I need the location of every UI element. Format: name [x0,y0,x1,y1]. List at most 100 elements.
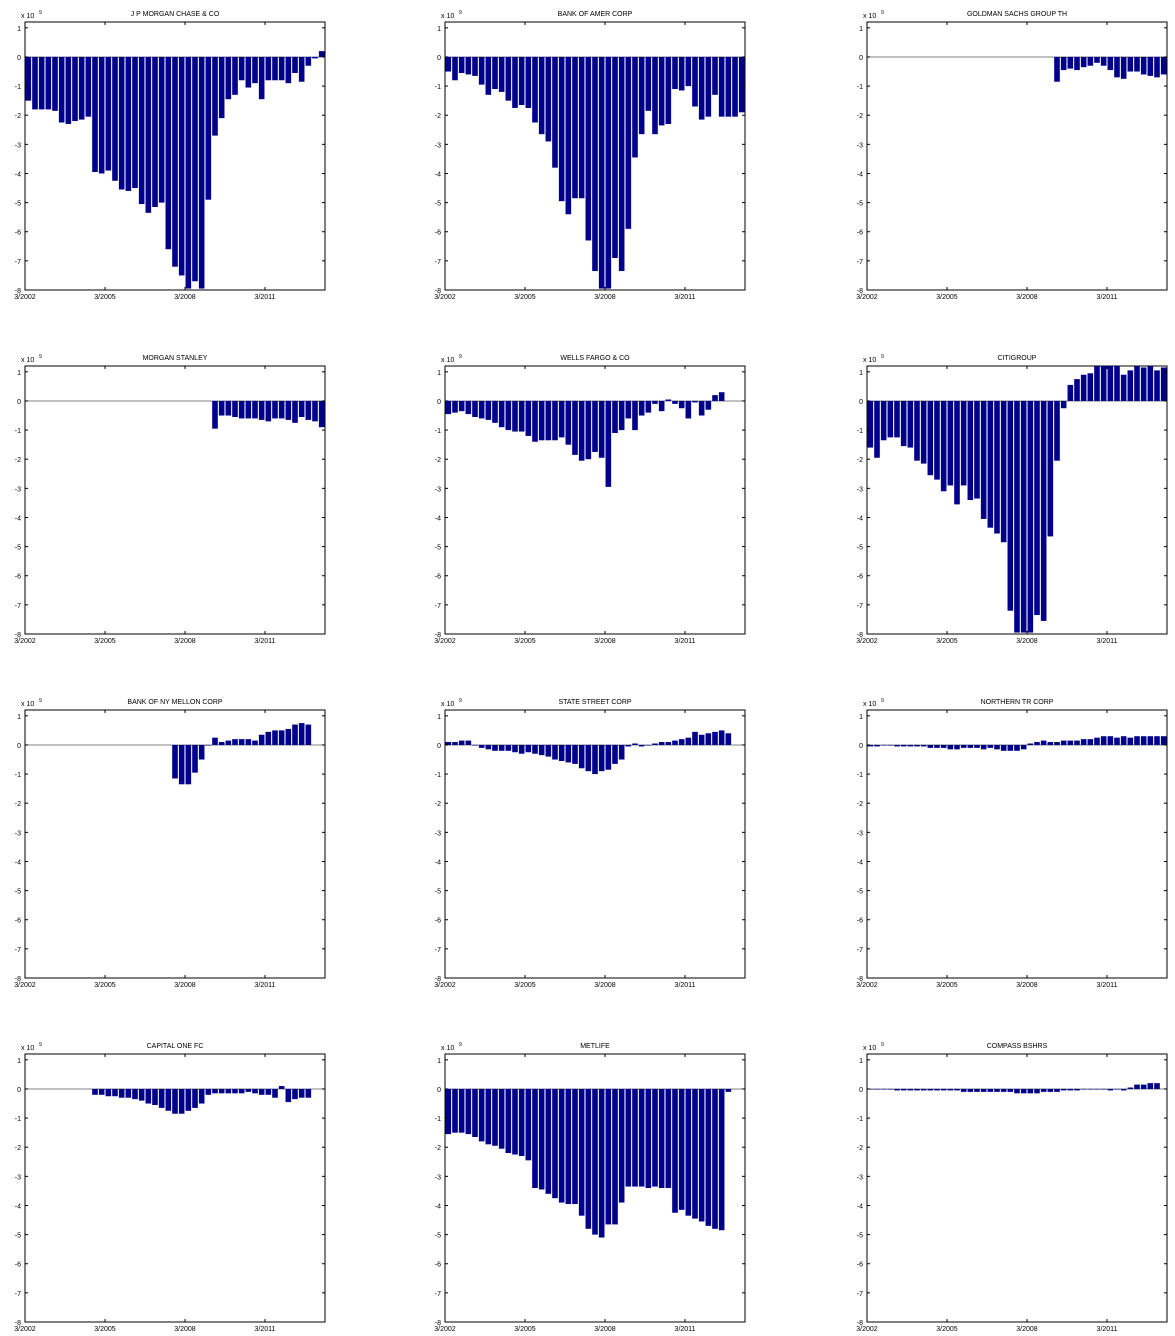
y-tick-label: 0 [17,399,21,406]
bar [980,1088,987,1092]
bar [1034,742,1040,745]
y-tick-label: -4 [435,515,441,522]
bar [305,400,312,420]
x-tick-label: 3/2008 [1016,638,1038,645]
bar [1054,400,1060,461]
bar [465,56,472,75]
bar [465,400,472,415]
bar [1107,56,1114,71]
y-tick-label: -8 [857,288,863,295]
bar [645,1088,652,1188]
bar [927,400,934,476]
bar [232,1088,238,1094]
x-tick-label: 3/2008 [594,982,616,989]
bar [298,56,305,82]
bar [1007,1088,1014,1092]
bar [987,1088,994,1092]
bar [665,56,672,124]
x-tick-label: 3/2005 [936,638,958,645]
bar [158,1088,165,1108]
bar [278,56,285,81]
bar [212,56,218,136]
axis-exponent-power: 9 [881,10,884,16]
axis-exponent-label: x 10 [441,357,454,364]
bar [685,56,692,87]
bar [1127,1087,1134,1089]
x-tick-label: 3/2008 [594,1326,616,1333]
axis-exponent-label: x 10 [21,13,34,20]
bar [1014,1088,1020,1094]
x-tick-label: 3/2011 [255,982,276,989]
bar [585,400,592,460]
bar [498,1088,505,1149]
bar [725,56,732,117]
y-tick-label: -5 [15,201,21,208]
bar [505,400,512,431]
x-tick-label: 3/2008 [174,638,196,645]
x-tick-label: 3/2008 [1016,294,1038,301]
y-tick-label: 1 [437,714,441,721]
y-tick-label: 1 [437,370,441,377]
bar [538,1088,545,1190]
y-tick-label: -6 [435,230,441,237]
x-tick-label: 3/2011 [1097,1326,1118,1333]
bar [947,1088,954,1091]
y-tick-label: -6 [15,918,21,925]
bar [1007,400,1014,611]
y-tick-label: 0 [859,399,863,406]
bar [1147,56,1154,76]
bar [625,56,632,229]
bar [232,56,238,95]
y-tick-label: -3 [15,486,21,493]
bar [465,1088,472,1135]
y-tick-label: -1 [15,1116,21,1123]
bar [612,1088,618,1225]
bar [258,1088,265,1095]
bar [565,56,572,215]
bar [705,1088,712,1226]
bar [138,1088,145,1101]
bar [678,1088,685,1210]
bar [612,744,618,764]
bar [265,56,272,81]
bar [452,400,458,413]
bar [987,744,994,748]
x-tick-label: 3/2002 [856,294,878,301]
bar [1060,1088,1067,1091]
y-tick-label: -4 [435,859,441,866]
chart-panel: 1 0 -1 -2 -3 -4 -5 -6 -7 -83/2002 3/2005 3/2008 3/20… [434,698,746,989]
bar [265,731,272,745]
bar [967,400,974,500]
bar [318,400,325,428]
y-tick-label: -7 [857,1291,863,1298]
y-tick-label: -3 [857,142,863,149]
bar [1107,366,1114,401]
bar [285,728,292,745]
bar [592,1088,598,1235]
bar [505,744,512,751]
bar [605,1088,612,1225]
bar [252,1088,258,1094]
chart-panel: 1 0 -1 -2 -3 -4 -5 -6 -7 -83/2002 3/2005 3/2008 3/20… [14,1042,326,1333]
bar [618,400,625,431]
bar [112,1088,118,1097]
y-tick-label: 0 [859,1087,863,1094]
bar [632,743,638,745]
bar [712,395,718,401]
bar [238,56,245,81]
bar [205,1088,212,1095]
plot-area [866,709,1168,979]
bar [718,1088,725,1231]
x-tick-label: 3/2002 [14,294,36,301]
x-tick-label: 3/2002 [856,982,878,989]
bar [1047,400,1054,537]
bar [1094,366,1100,401]
y-tick-label: -1 [15,84,21,91]
bar [934,1088,940,1091]
bar [874,744,880,747]
bar [632,400,638,431]
bar [245,56,252,88]
bar [225,1088,232,1094]
bar [472,56,478,76]
bar [538,744,545,756]
